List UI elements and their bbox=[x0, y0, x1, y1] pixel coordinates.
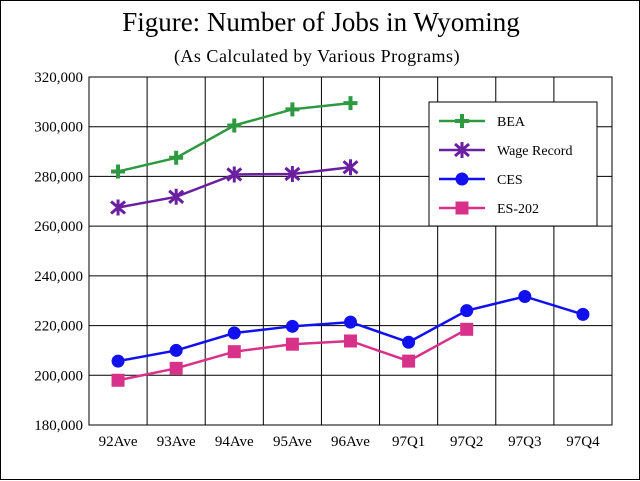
y-axis: 180,000 200,000 220,000 240,000 260,000 280,0… bbox=[34, 70, 83, 434]
data-point bbox=[169, 150, 184, 165]
x-tick-label: 94Ave bbox=[215, 434, 254, 450]
data-point bbox=[227, 118, 242, 133]
y-tick-label: 280,000 bbox=[34, 169, 83, 185]
data-point bbox=[344, 315, 357, 329]
x-tick-label: 92Ave bbox=[99, 434, 138, 450]
data-point bbox=[169, 343, 183, 357]
data-point bbox=[402, 335, 416, 349]
x-tick-label: 97Q2 bbox=[450, 434, 483, 450]
series-group bbox=[110, 96, 590, 387]
legend-item: Wage Record bbox=[439, 142, 572, 159]
series-ces bbox=[111, 289, 590, 368]
data-point bbox=[402, 354, 416, 368]
y-tick-label: 320,000 bbox=[34, 70, 83, 86]
series-bea bbox=[111, 96, 358, 179]
series-wage-record bbox=[110, 159, 359, 216]
x-tick-label: 95Ave bbox=[273, 434, 312, 450]
x-tick-label: 97Q1 bbox=[392, 434, 425, 450]
legend: BEA Wage Record CES ES-202 bbox=[428, 101, 598, 227]
legend-label: ES-202 bbox=[497, 202, 539, 217]
y-tick-label: 260,000 bbox=[34, 219, 83, 235]
legend-item: ES-202 bbox=[439, 201, 539, 217]
data-point bbox=[284, 165, 301, 182]
data-point bbox=[518, 289, 532, 303]
legend-label: BEA bbox=[497, 115, 526, 130]
data-point bbox=[226, 166, 243, 183]
data-point bbox=[342, 159, 359, 176]
data-point bbox=[285, 319, 299, 333]
plot-area bbox=[88, 76, 613, 426]
legend-item: BEA bbox=[439, 114, 526, 130]
x-tick-label: 93Ave bbox=[157, 434, 196, 450]
data-point bbox=[285, 102, 300, 117]
data-point bbox=[227, 345, 241, 359]
x-axis: 92Ave 93Ave 94Ave 95Ave 96Ave 97Q1 97Q2 97Q3 97Q… bbox=[99, 434, 600, 450]
legend-marker bbox=[455, 114, 469, 128]
data-point bbox=[169, 361, 183, 375]
y-tick-label: 180,000 bbox=[34, 418, 83, 434]
legend-label: CES bbox=[497, 173, 523, 188]
data-point bbox=[111, 373, 125, 387]
chart-subtitle: (As Calculated by Various Programs) bbox=[174, 46, 460, 67]
legend-label: Wage Record bbox=[497, 144, 572, 159]
legend-item: CES bbox=[439, 172, 523, 188]
legend-marker bbox=[454, 142, 470, 158]
chart-title: Figure: Number of Jobs in Wyoming bbox=[122, 7, 520, 37]
data-point bbox=[343, 96, 358, 111]
series-line bbox=[117, 101, 351, 173]
data-point bbox=[285, 337, 299, 351]
data-point bbox=[460, 322, 474, 336]
series-es-202 bbox=[111, 322, 474, 387]
data-point bbox=[344, 334, 357, 348]
y-tick-label: 300,000 bbox=[34, 120, 83, 136]
y-tick-label: 220,000 bbox=[34, 319, 83, 335]
data-point bbox=[168, 188, 185, 205]
x-tick-label: 97Q3 bbox=[508, 434, 541, 450]
x-tick-label: 96Ave bbox=[331, 434, 370, 450]
legend-marker bbox=[455, 172, 469, 186]
data-point bbox=[460, 304, 474, 318]
data-point bbox=[111, 164, 126, 179]
data-point bbox=[110, 199, 127, 216]
series-line bbox=[117, 295, 584, 363]
y-tick-label: 200,000 bbox=[34, 368, 83, 384]
data-point bbox=[576, 307, 590, 321]
data-point bbox=[111, 354, 125, 368]
data-point bbox=[227, 326, 241, 340]
x-tick-label: 97Q4 bbox=[566, 434, 600, 450]
y-tick-label: 240,000 bbox=[34, 269, 83, 285]
legend-marker bbox=[455, 201, 469, 215]
